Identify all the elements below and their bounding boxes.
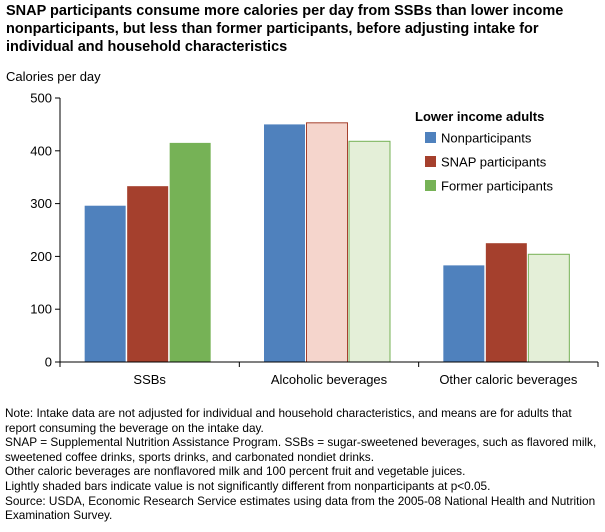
axes-group: SSBs Alcoholic beverages Other caloric bev…: [30, 91, 599, 387]
y-axis-label: Calories per day: [6, 69, 101, 84]
x-tick-label: SSBs: [133, 372, 166, 387]
legend-swatch: [425, 180, 436, 191]
y-tick-label: 300: [30, 196, 52, 211]
bar: [264, 124, 305, 363]
legend-title: Lower income adults: [415, 109, 544, 124]
note-line: SNAP = Supplemental Nutrition Assistance…: [5, 435, 597, 464]
bar-chart: SSBs Alcoholic beverages Other caloric bev…: [30, 91, 599, 387]
y-tick-label: 100: [30, 302, 52, 317]
bar: [485, 243, 527, 362]
bar: [127, 186, 169, 362]
note-line: Other caloric beverages are nonflavored …: [5, 464, 466, 479]
legend-label: SNAP participants: [441, 155, 547, 170]
bar: [169, 142, 211, 362]
footnotes: Note: Intake data are not adjusted for i…: [5, 406, 603, 523]
legend-label: Former participants: [441, 179, 553, 194]
bar: [527, 253, 570, 363]
y-tick-label: 500: [30, 91, 52, 106]
chart-title: SNAP participants consume more calories …: [6, 3, 564, 55]
legend-swatch: [425, 156, 436, 167]
note-line: Source: USDA, Economic Research Service …: [5, 493, 596, 523]
y-tick-label: 0: [45, 355, 52, 370]
y-tick-label: 200: [30, 249, 52, 264]
legend-label: Nonparticipants: [441, 131, 532, 146]
legend-swatch: [425, 132, 436, 143]
bar: [348, 140, 391, 363]
note-line: Note: Intake data are not adjusted for i…: [5, 406, 572, 435]
bar: [443, 265, 485, 362]
bar: [84, 205, 126, 362]
x-tick-label: Other caloric beverages: [439, 372, 578, 387]
note-line: Lightly shaded bars indicate value is no…: [5, 478, 491, 493]
y-tick-label: 400: [30, 143, 52, 158]
bar: [306, 122, 348, 363]
legend: Lower income adults Nonparticipants SNAP p…: [415, 109, 553, 194]
x-tick-label: Alcoholic beverages: [271, 372, 388, 387]
